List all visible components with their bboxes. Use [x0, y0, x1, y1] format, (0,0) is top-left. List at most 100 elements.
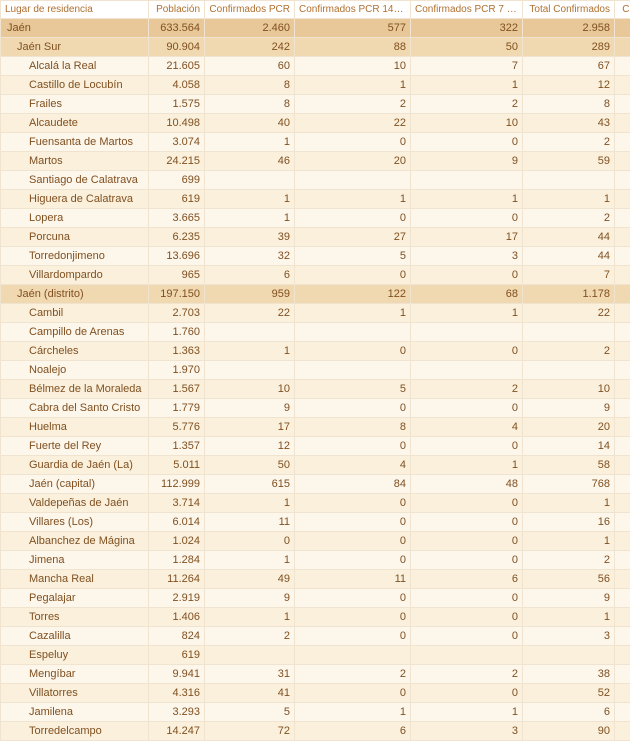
cell-cur: 3 — [615, 266, 630, 285]
table-header: Lugar de residenciaPoblaciónConfirmados … — [1, 1, 630, 19]
cell-pob: 90.904 — [149, 38, 205, 57]
col-pcr[interactable]: Confirmados PCR — [205, 1, 295, 19]
cell-pcr14: 2 — [295, 665, 411, 684]
table-row: Higuera de Calatrava619111100 — [1, 190, 630, 209]
cell-cur: 48 — [615, 684, 630, 703]
cell-cur: 2 — [615, 437, 630, 456]
cell-pcr7: 0 — [411, 627, 523, 646]
cell-pcr7 — [411, 646, 523, 665]
table-row: Jamilena3.293511641 — [1, 703, 630, 722]
cell-pob: 1.024 — [149, 532, 205, 551]
cell-total: 52 — [523, 684, 615, 703]
cell-pcr7 — [411, 171, 523, 190]
cell-total: 289 — [523, 38, 615, 57]
cell-pob: 619 — [149, 646, 205, 665]
cell-pcr14: 5 — [295, 380, 411, 399]
cell-total: 22 — [523, 304, 615, 323]
table-row: Jaén633.5642.4605773222.9581.975194 — [1, 19, 630, 38]
cell-name: Villardompardo — [1, 266, 149, 285]
col-name[interactable]: Lugar de residencia — [1, 1, 149, 19]
cell-total: 10 — [523, 380, 615, 399]
cell-name: Porcuna — [1, 228, 149, 247]
cell-pcr: 72 — [205, 722, 295, 741]
table-row: Mancha Real11.2644911656361 — [1, 570, 630, 589]
cell-pcr7: 17 — [411, 228, 523, 247]
cell-name: Bélmez de la Moraleda — [1, 380, 149, 399]
cell-pcr7 — [411, 323, 523, 342]
cell-pcr: 0 — [205, 532, 295, 551]
cell-pcr: 1 — [205, 133, 295, 152]
col-pcr7[interactable]: Confirmados PCR 7 días — [411, 1, 523, 19]
cell-cur: 32 — [615, 665, 630, 684]
cell-cur: 8 — [615, 76, 630, 95]
cell-name: Huelma — [1, 418, 149, 437]
cell-cur: 0 — [615, 190, 630, 209]
cell-cur: 2 — [615, 209, 630, 228]
cell-cur — [615, 323, 630, 342]
table-row: Torredonjimeno13.696325344343 — [1, 247, 630, 266]
cell-pcr7: 0 — [411, 437, 523, 456]
cell-name: Villatorres — [1, 684, 149, 703]
cell-total: 9 — [523, 399, 615, 418]
col-cur[interactable]: Curados — [615, 1, 630, 19]
cell-name: Frailes — [1, 95, 149, 114]
cell-pob: 1.406 — [149, 608, 205, 627]
cell-pob: 14.247 — [149, 722, 205, 741]
cell-total: 12 — [523, 76, 615, 95]
cell-pcr: 9 — [205, 399, 295, 418]
cell-total: 3 — [523, 627, 615, 646]
cell-pcr: 2 — [205, 627, 295, 646]
cell-name: Noalejo — [1, 361, 149, 380]
cell-pcr: 32 — [205, 247, 295, 266]
cell-pcr14: 0 — [295, 209, 411, 228]
cell-name: Torredonjimeno — [1, 247, 149, 266]
cell-pob: 5.011 — [149, 456, 205, 475]
cell-name: Valdepeñas de Jaén — [1, 494, 149, 513]
cell-pcr: 1 — [205, 494, 295, 513]
cell-total: 2.958 — [523, 19, 615, 38]
cell-pcr: 40 — [205, 114, 295, 133]
cell-pob: 10.498 — [149, 114, 205, 133]
cell-pcr: 2.460 — [205, 19, 295, 38]
cell-cur: 159 — [615, 38, 630, 57]
cell-cur: 3 — [615, 627, 630, 646]
col-total[interactable]: Total Confirmados — [523, 1, 615, 19]
col-pob[interactable]: Población — [149, 1, 205, 19]
cell-pcr7: 322 — [411, 19, 523, 38]
cell-pcr7: 0 — [411, 513, 523, 532]
table-row: Frailes1.575822860 — [1, 95, 630, 114]
table-row: Alcaudete10.49840221043123 — [1, 114, 630, 133]
cell-total: 1 — [523, 494, 615, 513]
cell-pob: 1.284 — [149, 551, 205, 570]
cell-name: Jaén Sur — [1, 38, 149, 57]
cell-pcr7: 48 — [411, 475, 523, 494]
table-row: Campillo de Arenas1.760 — [1, 323, 630, 342]
cell-pcr14: 0 — [295, 399, 411, 418]
cell-pcr — [205, 646, 295, 665]
cell-pcr14 — [295, 361, 411, 380]
cell-pob: 3.074 — [149, 133, 205, 152]
col-pcr14[interactable]: Confirmados PCR 14 días — [295, 1, 411, 19]
cell-cur: 8 — [615, 399, 630, 418]
cell-total: 2 — [523, 342, 615, 361]
cell-pcr14: 0 — [295, 133, 411, 152]
cell-pcr14: 20 — [295, 152, 411, 171]
cell-name: Torredelcampo — [1, 722, 149, 741]
cell-pcr7: 1 — [411, 76, 523, 95]
cell-pob: 112.999 — [149, 475, 205, 494]
cell-pcr: 615 — [205, 475, 295, 494]
table-row: Huelma5.776178420101 — [1, 418, 630, 437]
table-row: Jaén Sur90.904242885028915926 — [1, 38, 630, 57]
cell-total: 56 — [523, 570, 615, 589]
cell-cur: 3 — [615, 380, 630, 399]
cell-pob: 2.703 — [149, 304, 205, 323]
cell-cur: 12 — [615, 114, 630, 133]
cell-cur: 2 — [615, 551, 630, 570]
cell-name: Higuera de Calatrava — [1, 190, 149, 209]
cell-name: Pegalajar — [1, 589, 149, 608]
cell-pob: 11.264 — [149, 570, 205, 589]
cell-pcr7: 1 — [411, 456, 523, 475]
cell-pob: 1.760 — [149, 323, 205, 342]
cell-pcr: 31 — [205, 665, 295, 684]
cell-pcr7: 1 — [411, 304, 523, 323]
